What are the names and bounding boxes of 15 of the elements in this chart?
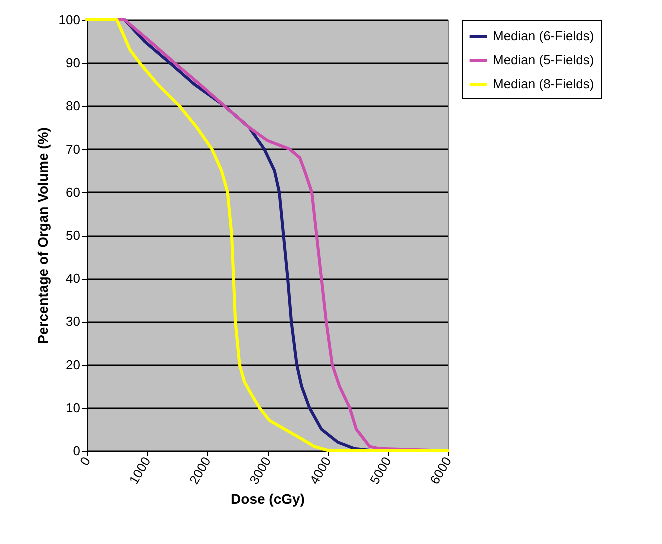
y-tick-label: 70 xyxy=(66,142,80,157)
y-tick-label: 20 xyxy=(66,357,80,372)
x-axis-title: Dose (cGy) xyxy=(231,491,305,508)
y-axis-title: Percentage of Organ Volume (%) xyxy=(34,128,51,344)
y-tick-label: 30 xyxy=(66,314,80,330)
y-tick-label: 10 xyxy=(66,400,80,416)
y-tick-label: 50 xyxy=(66,228,80,243)
y-tick-label: 60 xyxy=(66,184,80,200)
legend-label: Median (6-Fields) xyxy=(493,28,594,44)
y-tick-label: 40 xyxy=(66,271,80,286)
y-tick-label: 80 xyxy=(66,98,80,114)
y-tick-label: 90 xyxy=(66,56,80,71)
legend-label: Median (8-Fields) xyxy=(493,76,594,92)
legend-label: Median (5-Fields) xyxy=(493,52,594,68)
y-tick-label: 100 xyxy=(58,12,80,28)
